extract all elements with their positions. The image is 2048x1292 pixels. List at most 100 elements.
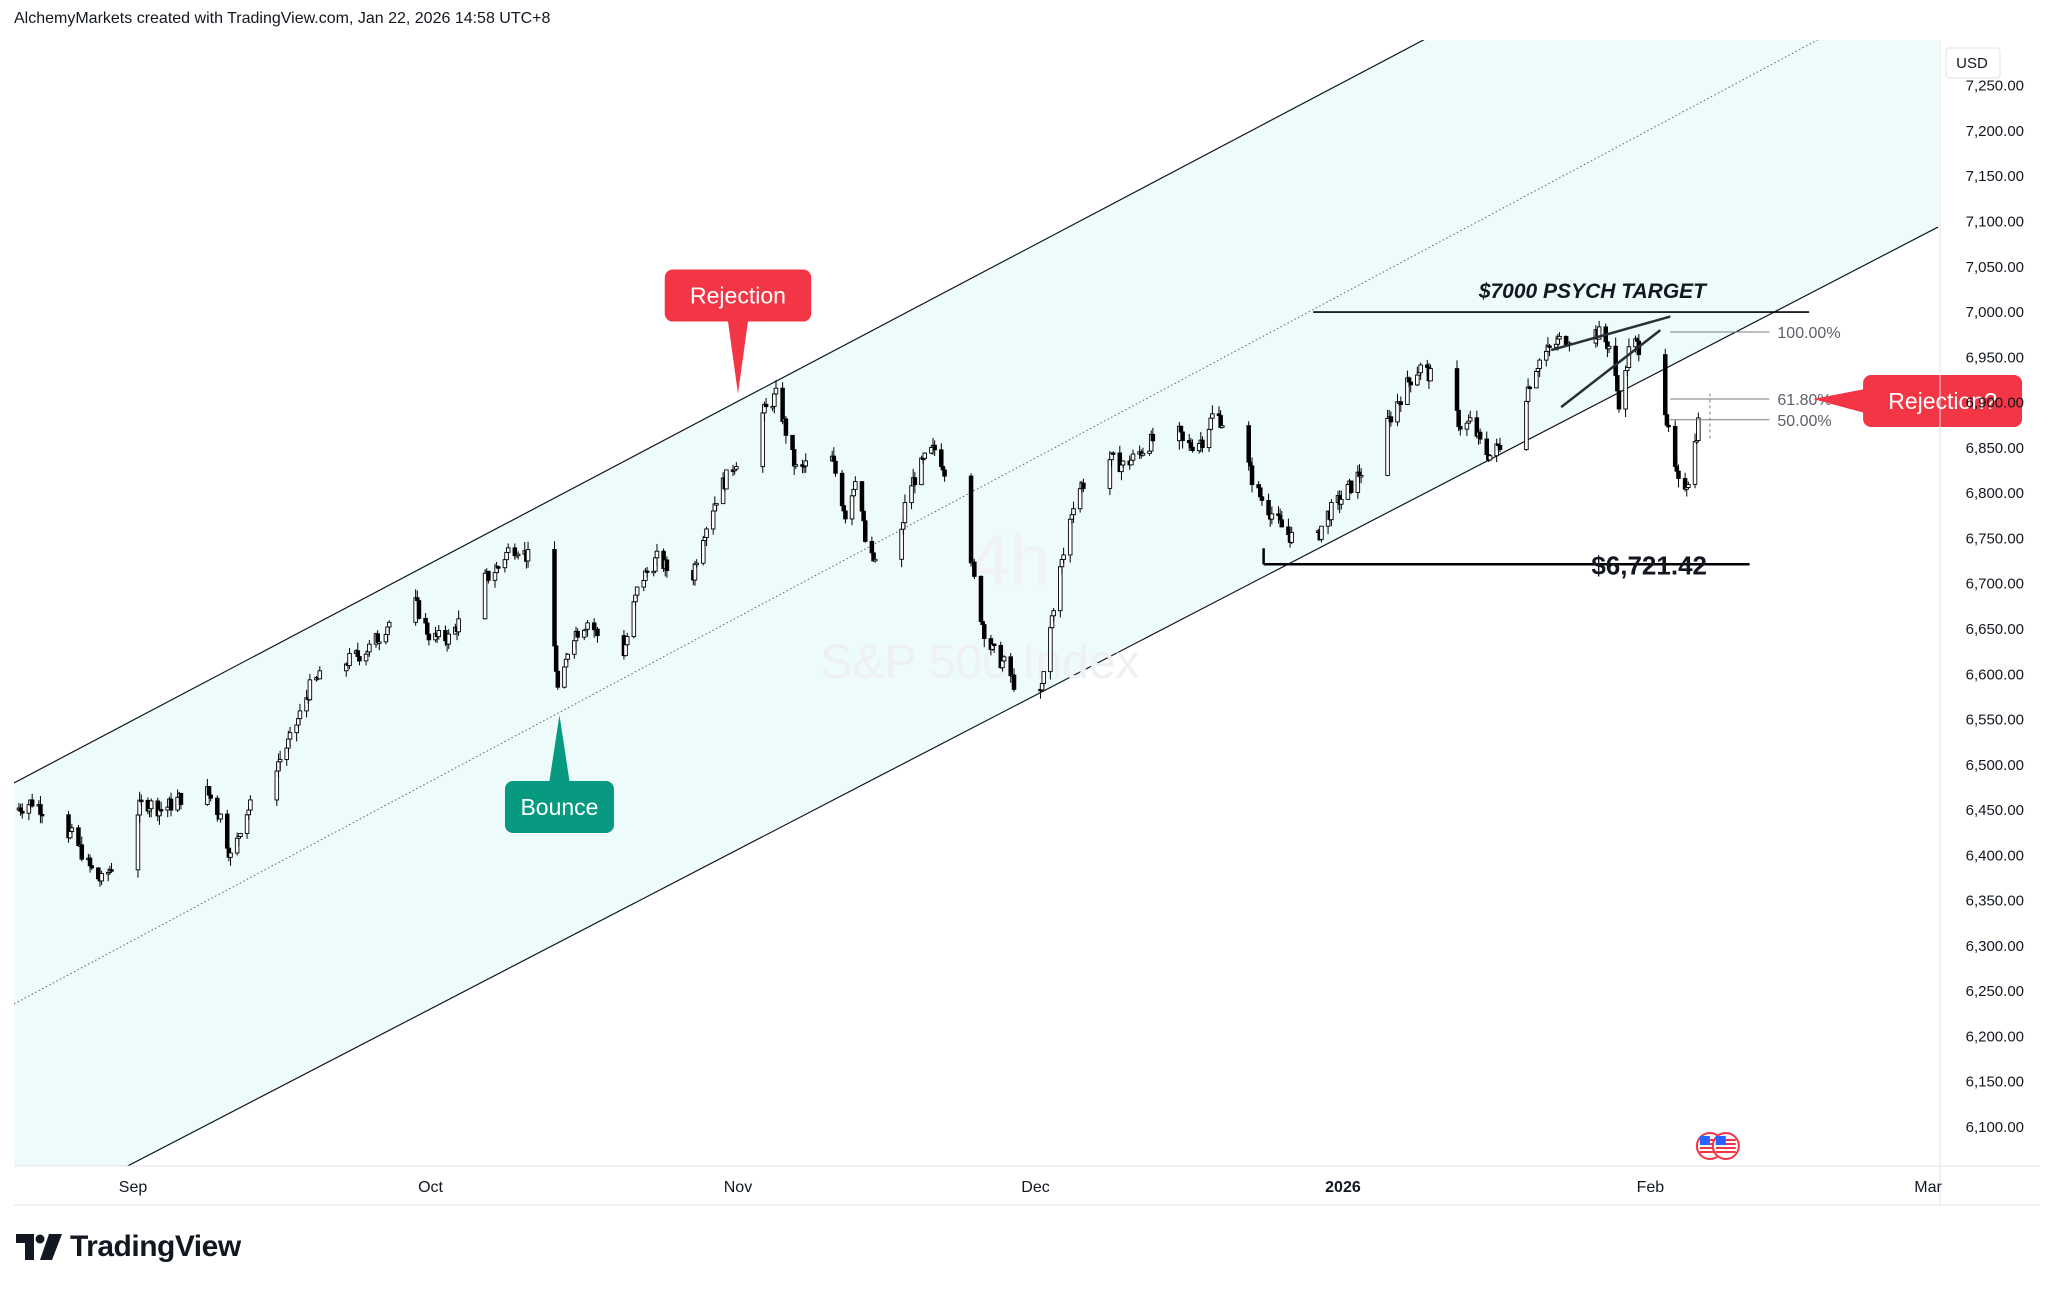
candle[interactable] [109,863,114,872]
candle[interactable] [982,622,987,648]
candle[interactable] [1398,396,1404,412]
candle[interactable] [843,508,848,524]
candle[interactable] [922,452,928,461]
candle[interactable] [853,476,858,493]
candle[interactable] [377,635,382,651]
candle[interactable] [1130,449,1136,463]
candle[interactable] [1071,501,1076,524]
candle[interactable] [595,626,600,643]
candle[interactable] [1259,488,1265,506]
candle[interactable] [839,470,845,508]
candle[interactable] [1527,385,1532,390]
candle[interactable] [1200,436,1205,453]
candle[interactable] [724,469,729,490]
candle[interactable] [624,632,630,647]
candle[interactable] [1001,655,1007,663]
candle[interactable] [793,462,799,470]
candle[interactable] [575,628,580,638]
candle[interactable] [69,823,75,834]
candle[interactable] [1666,419,1671,432]
candle[interactable] [1339,490,1344,510]
candle[interactable] [317,666,323,680]
candle[interactable] [773,380,779,396]
candle[interactable] [1180,431,1185,449]
candle[interactable] [1408,381,1413,393]
candle[interactable] [1606,345,1612,354]
candle[interactable] [386,620,392,633]
tradingview-logo[interactable]: TradingView [16,1230,241,1264]
candle[interactable] [496,565,501,573]
candle[interactable] [1289,526,1294,545]
candle[interactable] [277,750,283,770]
candle[interactable] [932,440,937,456]
price-axis[interactable]: USD 6,100.00 6,150.00 6,200.00 6,250.00 6,30… [1945,47,2024,1136]
candle[interactable] [1329,499,1334,527]
candle[interactable] [39,810,45,824]
candle[interactable] [714,503,719,511]
channel-upper-line[interactable] [14,0,1938,784]
candle[interactable] [1190,439,1195,453]
candle[interactable] [1051,608,1056,622]
candle[interactable] [734,462,739,470]
candle[interactable] [158,801,164,816]
wedge-upper-line[interactable] [1550,315,1671,352]
candle[interactable] [1524,398,1529,451]
candle[interactable] [1011,668,1017,692]
candle[interactable] [1140,447,1146,457]
candle[interactable] [585,620,590,637]
candle[interactable] [1388,411,1394,427]
candle[interactable] [1061,547,1066,564]
candle[interactable] [1557,332,1562,344]
callout-rejection[interactable]: Rejection [664,269,812,394]
currency-label[interactable]: USD [1956,55,1988,72]
drawings[interactable]: $7000 PSYCH TARGET $6,721.42 100.00% 61.80%… [1262,280,1841,580]
candle[interactable] [552,541,557,647]
candle[interactable] [515,551,521,560]
candle[interactable] [357,655,362,666]
candle[interactable] [1348,480,1354,495]
candle[interactable] [99,870,104,885]
candle[interactable] [367,640,372,657]
candle[interactable] [763,397,769,408]
candle[interactable] [525,541,531,568]
candle[interactable] [1220,419,1225,429]
candle[interactable] [208,794,213,802]
candle[interactable] [803,453,808,473]
candle[interactable] [1676,464,1681,488]
callout-bounce[interactable]: Bounce [504,714,614,833]
candle[interactable] [307,673,313,702]
candle[interactable] [1467,410,1473,423]
candle[interactable] [1269,506,1275,525]
candle[interactable] [1458,418,1463,436]
candle[interactable] [654,543,660,567]
us-flag-icon[interactable] [1711,1132,1740,1160]
candle[interactable] [1279,510,1285,528]
candlestick-series[interactable] [16,320,1701,887]
candle[interactable] [89,864,94,870]
callout-rejection[interactable]: Rejection? [1813,374,2023,427]
candle[interactable] [1150,427,1156,444]
candle[interactable] [1081,478,1086,493]
candle[interactable] [972,558,977,580]
candle[interactable] [446,629,451,649]
candle[interactable] [1319,525,1324,543]
candle[interactable] [1249,457,1255,493]
candle[interactable] [1110,451,1116,455]
candle[interactable] [634,586,640,599]
candle[interactable] [565,653,570,663]
candle[interactable] [1428,364,1433,382]
candle[interactable] [139,794,144,806]
candle[interactable] [968,473,974,567]
candle[interactable] [1041,671,1047,687]
candle[interactable] [79,836,85,862]
candle[interactable] [287,726,293,747]
candle[interactable] [486,570,491,584]
candle[interactable] [1616,383,1622,413]
candle[interactable] [416,598,422,620]
candle[interactable] [1696,412,1701,442]
candle[interactable] [20,803,25,819]
candle[interactable] [1663,348,1668,416]
candle[interactable] [436,624,442,640]
candle[interactable] [228,849,233,866]
candle[interactable] [168,792,174,817]
